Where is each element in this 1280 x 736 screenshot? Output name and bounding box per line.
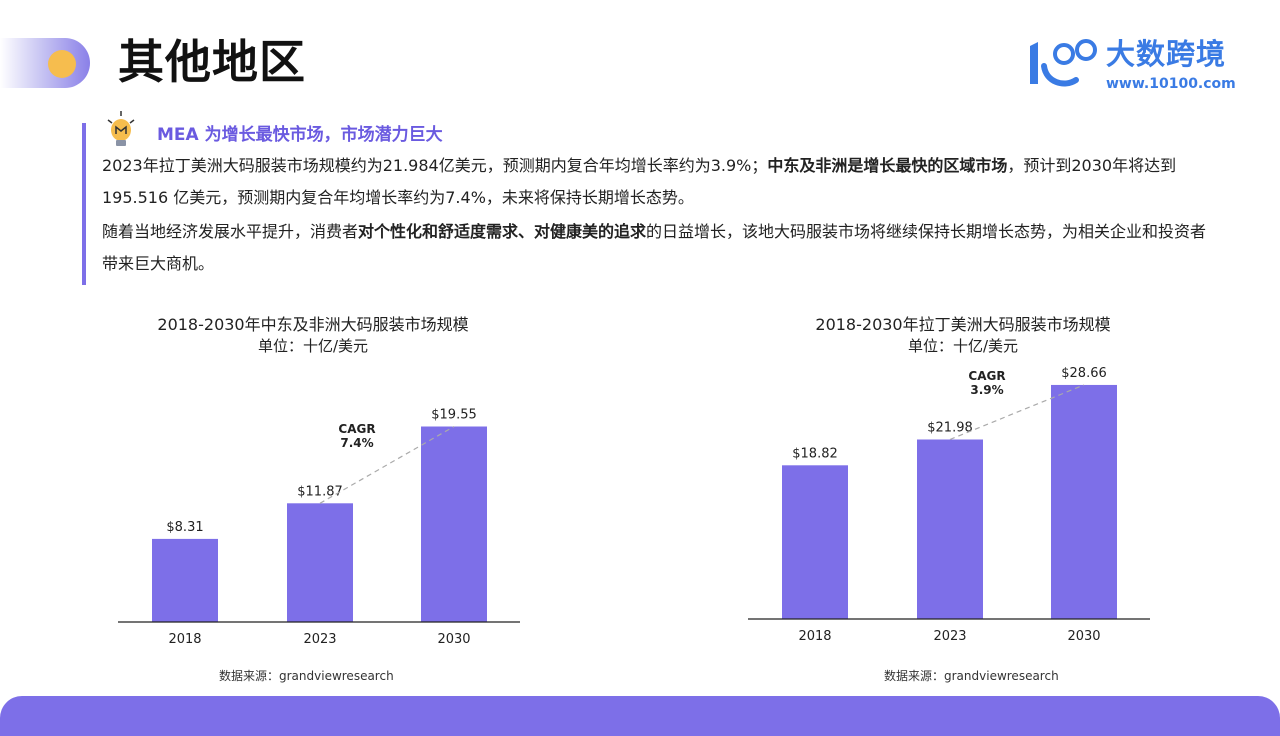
lightbulb-icon (107, 111, 135, 146)
cagr-label: CAGR (968, 369, 1005, 383)
title-dot (48, 50, 76, 78)
bar-2018 (782, 465, 848, 619)
brand-name: 大数跨境 (1106, 37, 1227, 71)
chart-2-title: 2018-2030年拉丁美洲大码服装市场规模 (815, 315, 1111, 334)
paragraph-2-text-b: 的日益增长，该地大码服装市场将继续保持长期增长态势，为相关企业和投资者带来巨大商… (102, 222, 1207, 273)
data-label-2030: $28.66 (1061, 366, 1107, 381)
x-tick-2030: 2030 (1067, 629, 1100, 644)
bar-2023 (287, 503, 353, 622)
cagr-trend-line (319, 425, 455, 504)
x-tick-2018: 2018 (168, 632, 201, 647)
data-label-2018: $8.31 (166, 520, 203, 535)
bar-2030 (421, 426, 487, 622)
cagr-trend-line (949, 384, 1085, 441)
paragraph-1-text-a: 2023年拉丁美洲大码服装市场规模约为21.984亿美元，预测期内复合年均增长率… (102, 156, 768, 175)
bar-2018 (152, 538, 218, 622)
x-tick-2030: 2030 (437, 632, 470, 647)
page-title: 其他地区 (118, 35, 306, 89)
accent-bar (82, 123, 86, 285)
chart-2-unit: 单位：十亿/美元 (907, 337, 1019, 355)
paragraph-2-bold: 对个性化和舒适度需求、对健康美的追求 (358, 222, 647, 241)
brand-url: www.10100.com (1106, 76, 1236, 92)
headline: MEA 为增长最快市场，市场潜力巨大 (157, 125, 443, 145)
data-label-2023: $11.87 (297, 484, 343, 499)
data-label-2030: $19.55 (431, 408, 477, 423)
data-label-2023: $21.98 (927, 420, 973, 435)
brand-logo-icon (1030, 39, 1097, 87)
chart-1-source: 数据来源：grandviewresearch (219, 669, 394, 683)
chart-2-source: 数据来源：grandviewresearch (884, 669, 1059, 683)
x-tick-2023: 2023 (933, 629, 966, 644)
brand-logo: 大数跨境 www.10100.com (1024, 36, 1244, 96)
chart-1-title: 2018-2030年中东及非洲大码服装市场规模 (157, 315, 469, 334)
x-tick-2018: 2018 (798, 629, 831, 644)
cagr-value: 3.9% (970, 383, 1003, 397)
paragraph-1: 2023年拉丁美洲大码服装市场规模约为21.984亿美元，预测期内复合年均增长率… (102, 150, 1222, 214)
cagr-value: 7.4% (340, 436, 373, 450)
paragraph-2: 随着当地经济发展水平提升，消费者对个性化和舒适度需求、对健康美的追求的日益增长，… (102, 216, 1222, 280)
footer-band (0, 696, 1280, 736)
chart-1-unit: 单位：十亿/美元 (257, 337, 369, 355)
cagr-label: CAGR (338, 422, 375, 436)
paragraph-1-text-b: ，预计到2030年将达到 195.516 亿美元，预测期内复合年均增长率约为7.… (102, 156, 1177, 207)
x-tick-2023: 2023 (303, 632, 336, 647)
paragraph-2-text-a: 随着当地经济发展水平提升，消费者 (102, 222, 359, 241)
data-label-2018: $18.82 (792, 446, 838, 461)
title-decoration (0, 38, 90, 88)
bar-2023 (917, 439, 983, 619)
paragraph-1-bold: 中东及非洲是增长最快的区域市场 (767, 156, 1008, 175)
bar-2030 (1051, 384, 1117, 619)
